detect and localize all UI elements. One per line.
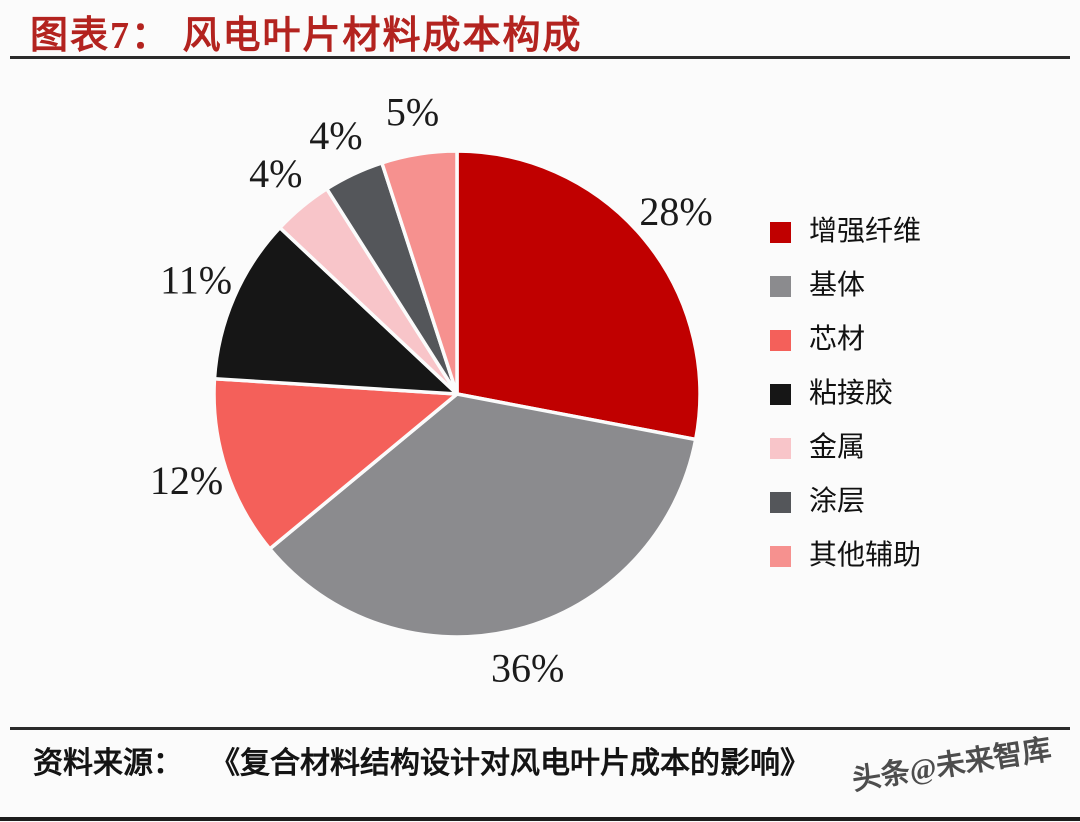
legend-label: 增强纤维 [809, 216, 922, 247]
source-text: 《复合材料结构设计对风电叶片成本的影响》 [225, 747, 810, 780]
pie-slice-增强纤维 [455, 149, 702, 442]
figure-title: 图表7： 风电叶片材料成本构成 [30, 15, 583, 57]
pie-value-label-其他辅助: 5% [386, 89, 439, 134]
legend-swatch-icon [770, 383, 791, 405]
legend-item: 金属 [770, 432, 921, 463]
legend-swatch-icon [770, 491, 791, 513]
legend-label: 基体 [809, 270, 866, 301]
pie-value-label-基体: 36% [491, 646, 564, 691]
legend-swatch-icon [770, 329, 791, 351]
legend-swatch-icon [770, 545, 791, 567]
footer-divider [10, 727, 1070, 730]
bottom-border [0, 817, 1080, 821]
legend-item: 涂层 [770, 486, 921, 517]
legend-label: 芯材 [809, 324, 866, 355]
pie-value-label-增强纤维: 28% [639, 189, 712, 234]
legend-swatch-icon [770, 437, 791, 459]
legend-item: 粘接胶 [770, 378, 921, 409]
pie-slice-芯材 [212, 376, 459, 551]
source-line: 资料来源： 《复合材料结构设计对风电叶片成本的影响》 [33, 738, 810, 782]
legend-swatch-icon [770, 275, 791, 297]
legend-label: 涂层 [809, 486, 866, 517]
pie-value-label-涂层: 4% [309, 113, 362, 158]
pie-slice-基体 [268, 392, 698, 639]
legend-item: 其他辅助 [770, 540, 922, 571]
legend-item: 增强纤维 [770, 216, 922, 247]
legend-swatch-icon [770, 221, 791, 243]
legend-label: 其他辅助 [809, 540, 922, 571]
pie-value-label-芯材: 12% [150, 458, 223, 503]
legend-label: 金属 [809, 432, 866, 463]
pie-value-label-金属: 4% [249, 151, 302, 196]
legend-label: 粘接胶 [809, 378, 894, 409]
source-label: 资料来源： [33, 747, 183, 780]
pie-slice-其他辅助 [380, 149, 459, 396]
legend-item: 芯材 [770, 324, 921, 355]
pie-value-label-粘接胶: 11% [160, 257, 232, 302]
pie-slice-粘接胶 [212, 225, 459, 396]
legend-item: 基体 [770, 270, 921, 301]
legend: 增强纤维基体芯材粘接胶金属涂层其他辅助 [770, 216, 922, 599]
title-divider [10, 56, 1070, 59]
